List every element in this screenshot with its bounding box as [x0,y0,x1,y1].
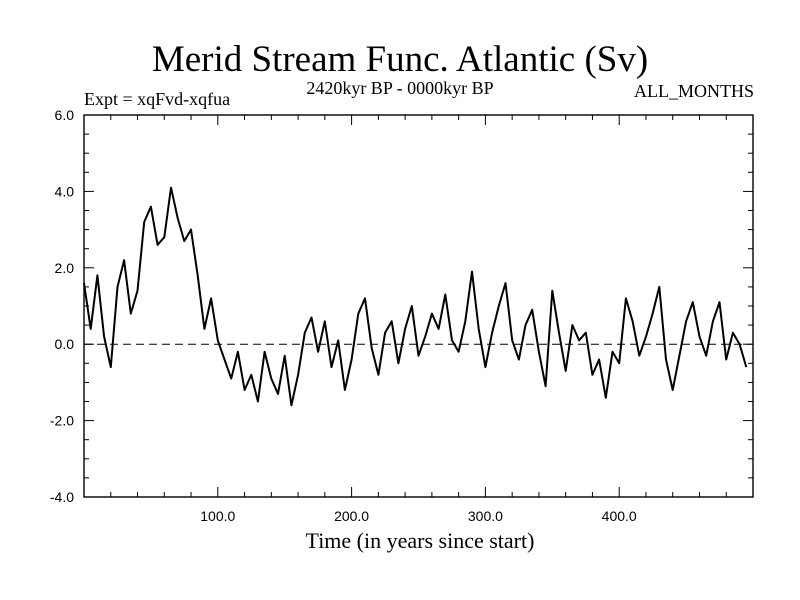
x-tick-label: 100.0 [200,508,235,524]
chart-subtitle: 2420kyr BP - 0000kyr BP [306,78,494,98]
y-tick-label: -4.0 [50,489,74,505]
plot-frame [83,114,754,498]
chart-title: Merid Stream Func. Atlantic (Sv) [151,39,649,80]
y-tick-label: 2.0 [55,260,75,276]
y-tick-label: 4.0 [55,183,75,199]
y-tick-label: 6.0 [55,107,75,123]
x-axis-label: Time (in years since start) [305,528,535,553]
y-tick-label: -2.0 [50,413,74,429]
x-tick-label: 200.0 [334,508,369,524]
period-label: ALL_MONTHS [634,81,754,101]
x-tick-label: 400.0 [602,508,637,524]
series-line [83,186,748,407]
x-tick-label: 300.0 [468,508,503,524]
y-tick-label: 0.0 [55,336,75,352]
experiment-label: Expt = xqFvd-xqfua [84,89,231,109]
